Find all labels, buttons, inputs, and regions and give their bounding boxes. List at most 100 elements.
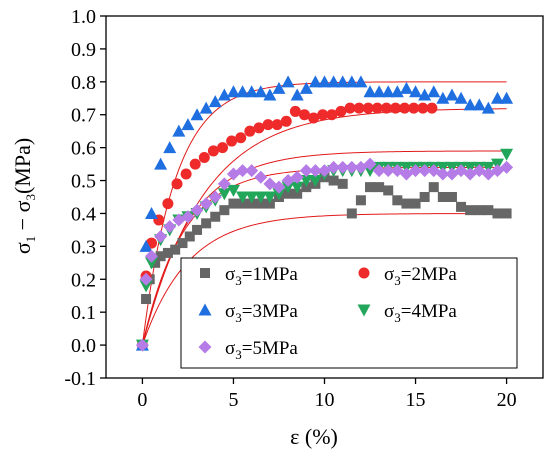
data-point [244, 125, 256, 137]
data-point [181, 118, 195, 131]
fit-curve [141, 213, 507, 346]
data-point [363, 165, 377, 178]
data-point [163, 220, 177, 234]
data-point [328, 175, 339, 186]
data-point [454, 91, 468, 104]
legend-label-sigma: σ [225, 338, 235, 359]
data-point [245, 85, 259, 98]
x-axis-label: ε (%) [290, 424, 338, 449]
legend-marker [200, 268, 210, 278]
series-3 [135, 75, 514, 351]
data-point [272, 81, 286, 94]
data-point [419, 192, 430, 202]
data-point [327, 160, 341, 174]
data-point [217, 188, 231, 201]
x-tick-label: 5 [228, 389, 238, 411]
data-point [155, 251, 166, 262]
legend-label-value: =5MPa [242, 338, 299, 359]
y-tick-label: 0.8 [71, 72, 96, 94]
legend-box [180, 257, 518, 369]
data-point [445, 88, 459, 101]
x-tick-label: 15 [406, 389, 426, 411]
data-point [426, 102, 438, 114]
data-point [271, 119, 283, 131]
data-point [199, 101, 213, 114]
data-point [492, 208, 503, 219]
y-axis-label-sigma1: σ [10, 242, 35, 254]
data-point [436, 91, 450, 104]
data-point [217, 88, 231, 101]
y-axis-label-sub3: 3 [23, 194, 38, 201]
data-point [427, 85, 441, 98]
data-point [436, 167, 450, 181]
legend-label-value: =3MPa [242, 301, 299, 322]
data-point [190, 203, 204, 217]
data-point [308, 75, 322, 88]
data-point [236, 85, 250, 98]
data-point [181, 210, 195, 224]
data-point [184, 231, 195, 242]
data-point [139, 272, 153, 286]
data-point [236, 191, 250, 204]
data-point [139, 280, 153, 293]
legend-marker [198, 303, 212, 316]
data-point [190, 108, 204, 121]
data-point [135, 338, 149, 352]
data-point [154, 157, 168, 170]
data-point [290, 181, 304, 194]
data-point [365, 182, 376, 193]
data-point [177, 238, 188, 249]
data-point [336, 75, 350, 88]
y-tick-label: 0.0 [71, 335, 96, 357]
data-point [198, 152, 210, 164]
data-point [290, 88, 304, 101]
data-point [409, 85, 423, 98]
legend-label: σ3=2MPa [384, 264, 457, 288]
data-point [255, 198, 266, 209]
x-tick-label: 10 [315, 389, 335, 411]
data-point [171, 178, 183, 190]
y-tick-label: 0.4 [71, 203, 96, 225]
legend-label-sub: 3 [235, 310, 242, 325]
data-point [410, 198, 421, 209]
data-point [217, 142, 229, 154]
data-point [390, 85, 404, 98]
y-axis-label-unit: (MPa) [10, 138, 35, 194]
data-point [409, 164, 423, 178]
data-point [418, 164, 432, 178]
data-point [465, 205, 476, 216]
data-point [299, 164, 313, 178]
data-point [254, 85, 268, 98]
data-point [145, 249, 159, 263]
data-point [298, 109, 310, 121]
data-point [210, 211, 221, 222]
legend-label-value: =4MPa [401, 301, 458, 322]
data-point [207, 145, 219, 157]
legend-marker [358, 267, 370, 279]
series-5 [135, 157, 514, 352]
data-point [336, 160, 350, 174]
data-point [226, 135, 238, 147]
x-tick-label: 0 [137, 389, 147, 411]
data-point [353, 102, 365, 114]
data-point [162, 247, 173, 258]
data-point [308, 112, 320, 124]
data-point [145, 206, 159, 219]
data-point [290, 170, 304, 184]
data-point [283, 188, 294, 199]
data-point [254, 191, 268, 204]
y-axis-label: σ1 − σ3(MPa) [10, 138, 38, 254]
data-point [141, 294, 152, 305]
data-point [345, 75, 359, 88]
legend-marker [357, 304, 371, 317]
data-point [289, 105, 301, 117]
data-point [299, 81, 313, 94]
data-point [219, 205, 230, 216]
data-point [245, 191, 259, 204]
data-point [301, 182, 312, 193]
data-point [281, 181, 295, 194]
data-point [490, 91, 504, 104]
data-point [163, 141, 177, 154]
y-tick-label: 0.3 [71, 236, 96, 258]
